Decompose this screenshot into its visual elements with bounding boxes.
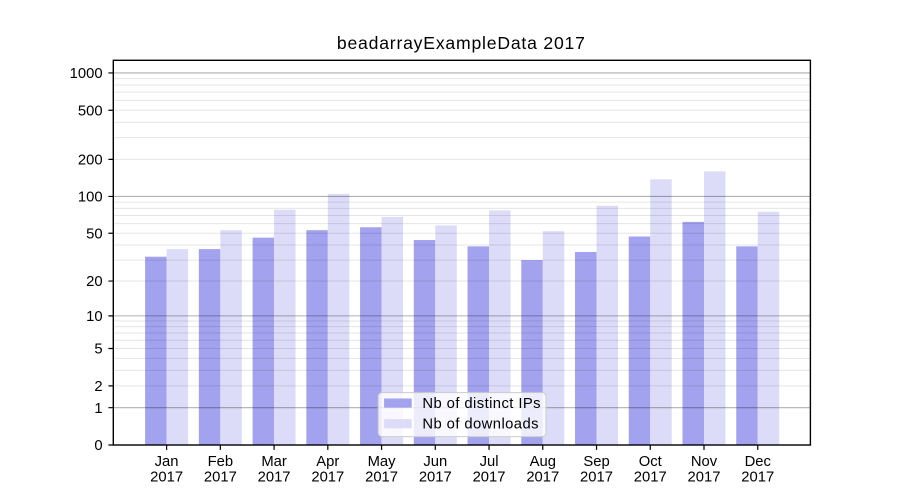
svg-text:10: 10 [86, 309, 102, 325]
svg-text:May: May [368, 454, 397, 470]
svg-text:Aug: Aug [530, 454, 556, 470]
svg-text:Dec: Dec [745, 454, 772, 470]
svg-text:Nb of distinct IPs: Nb of distinct IPs [422, 396, 541, 412]
svg-text:Mar: Mar [261, 454, 287, 470]
svg-text:Jan: Jan [155, 454, 179, 470]
svg-text:2017: 2017 [473, 470, 506, 486]
svg-text:2017: 2017 [365, 470, 398, 486]
svg-text:2017: 2017 [580, 470, 613, 486]
svg-text:2017: 2017 [634, 470, 667, 486]
svg-text:Nb of downloads: Nb of downloads [422, 417, 539, 433]
svg-text:2017: 2017 [311, 470, 344, 486]
svg-text:2017: 2017 [526, 470, 559, 486]
svg-text:500: 500 [78, 103, 103, 119]
svg-text:1000: 1000 [70, 66, 103, 82]
svg-text:Oct: Oct [639, 454, 662, 470]
svg-text:2017: 2017 [688, 470, 721, 486]
svg-text:100: 100 [78, 190, 103, 206]
svg-text:2017: 2017 [419, 470, 452, 486]
svg-text:1: 1 [94, 401, 102, 417]
svg-text:200: 200 [78, 153, 103, 169]
svg-text:Feb: Feb [208, 454, 234, 470]
svg-text:2: 2 [94, 379, 102, 395]
svg-text:20: 20 [86, 274, 102, 290]
svg-text:beadarrayExampleData 2017: beadarrayExampleData 2017 [337, 33, 586, 53]
svg-text:Sep: Sep [583, 454, 609, 470]
svg-text:2017: 2017 [741, 470, 774, 486]
svg-text:Jul: Jul [480, 454, 499, 470]
svg-text:2017: 2017 [204, 470, 237, 486]
svg-text:5: 5 [94, 342, 102, 358]
svg-text:Nov: Nov [691, 454, 718, 470]
svg-text:2017: 2017 [258, 470, 291, 486]
svg-text:50: 50 [86, 226, 102, 242]
svg-text:0: 0 [94, 438, 102, 454]
svg-text:Apr: Apr [316, 454, 339, 470]
svg-text:2017: 2017 [150, 470, 183, 486]
svg-text:Jun: Jun [423, 454, 447, 470]
